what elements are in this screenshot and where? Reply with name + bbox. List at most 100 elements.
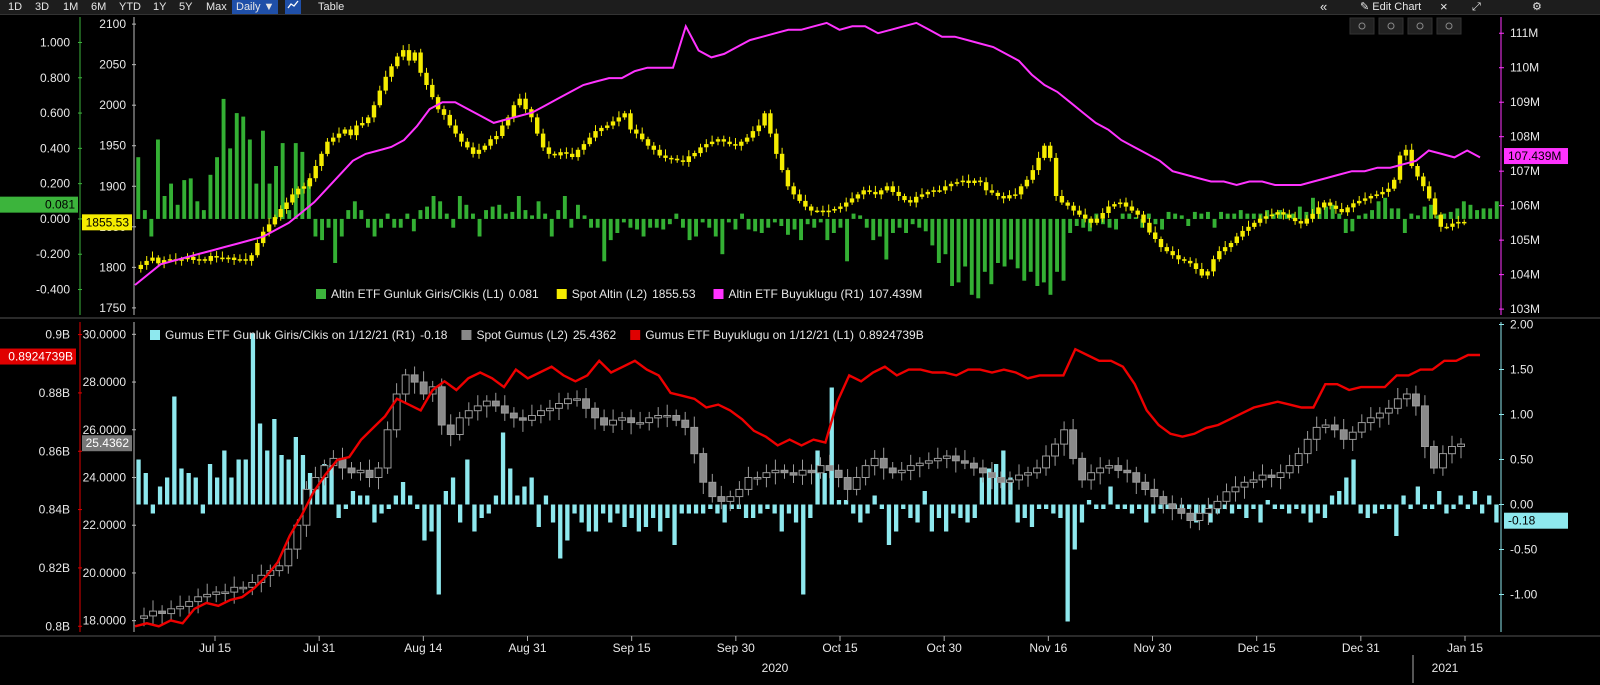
range-1y-button[interactable]: 1Y	[153, 1, 167, 13]
silver-price-candle	[537, 410, 545, 417]
legend-swatch	[556, 289, 567, 299]
silver-flow-bar	[136, 459, 141, 505]
range-ytd-button[interactable]: YTD	[119, 1, 141, 13]
gold-price-candle	[150, 257, 155, 261]
silver-flow-bar	[372, 504, 377, 523]
silver-price-candle	[915, 462, 924, 467]
gold-flow-bar	[1061, 218, 1066, 281]
gold-price-candle	[645, 139, 651, 146]
silver-flow-bar	[1029, 504, 1035, 527]
edit-chart-button[interactable]: ✎ Edit Chart	[1360, 1, 1422, 13]
gold-flow-bar	[1028, 218, 1033, 272]
gold-price-candle	[196, 259, 202, 261]
p1-R1-tick-label: -1.00	[1510, 588, 1538, 602]
range-1m-button[interactable]: 1M	[63, 1, 79, 13]
gold-flow-bar	[1192, 211, 1197, 219]
silver-price-candle	[555, 403, 563, 409]
legend-series-name: Altin ETF Buyuklugu (R1)	[729, 287, 864, 301]
silver-flow-bar	[379, 504, 384, 514]
gold-flow-bar	[1455, 208, 1460, 219]
crosshair-icon[interactable]	[1349, 17, 1375, 35]
gold-flow-bar	[1311, 197, 1315, 219]
gold-price-candle	[628, 113, 633, 130]
zoom-icon[interactable]	[1436, 17, 1462, 35]
silver-flow-bar	[1351, 459, 1356, 505]
silver-flow-bar	[829, 387, 834, 505]
range-6m-button[interactable]: 6M	[91, 1, 107, 13]
save-icon[interactable]	[1407, 17, 1433, 35]
silver-flow-bar	[779, 504, 784, 532]
silver-flow-bar	[536, 504, 541, 527]
legend-series-value: 25.4362	[573, 328, 617, 342]
gold-price-candle	[1392, 179, 1397, 189]
gold-price-candle	[535, 117, 540, 134]
gold-flow-bar	[1389, 208, 1394, 219]
save-icon-glyph	[1416, 22, 1424, 30]
settings-icon[interactable]: ⚙	[1532, 1, 1542, 13]
gold-flow-bar	[516, 196, 521, 219]
silver-flow-bar	[436, 504, 441, 595]
silver-flow-bar	[922, 491, 927, 505]
gold-flow-bar	[162, 196, 167, 219]
gold-price-candle	[517, 98, 522, 106]
x-tick-label: Oct 30	[926, 641, 962, 655]
gold-price-candle	[1088, 218, 1094, 223]
gold-flow-bar	[425, 206, 429, 219]
table-button[interactable]: Table	[318, 1, 345, 13]
expand-icon[interactable]: ⤢	[1472, 1, 1481, 13]
gold-flow-bar	[950, 218, 954, 286]
gold-price-candle	[459, 133, 464, 142]
gold-price-candle	[156, 257, 161, 264]
range-5y-button[interactable]: 5Y	[179, 1, 193, 13]
gold-price-candle	[1211, 259, 1216, 272]
silver-flow-bar	[1451, 504, 1456, 509]
legend-swatch	[461, 330, 472, 340]
silver-price-candle	[564, 398, 572, 405]
gold-flow-bar	[1186, 218, 1191, 226]
silver-price-candle	[1186, 512, 1195, 521]
silver-flow-bar	[1401, 495, 1406, 505]
line-chart-icon[interactable]	[285, 0, 301, 14]
gold-price-candle	[1234, 236, 1239, 243]
silver-flow-bar	[207, 464, 213, 505]
silver-price-candle	[518, 417, 527, 421]
silver-flow-bar	[1151, 504, 1156, 514]
silver-flow-bar	[1201, 504, 1206, 514]
p0-L2-tick-label: 1950	[99, 139, 126, 153]
silver-price-candle	[1096, 467, 1105, 474]
collapse-icon[interactable]: «	[1320, 0, 1328, 14]
gold-flow-bar	[1350, 218, 1355, 232]
silver-price-candle	[149, 610, 158, 617]
close-icon[interactable]: ×	[1440, 0, 1448, 14]
frequency-dropdown[interactable]: Daily ▼	[232, 0, 279, 14]
gold-price-candle	[465, 141, 470, 148]
gold-price-candle	[575, 149, 581, 158]
x-year-label: 2020	[762, 661, 789, 675]
silver-flow-bar	[472, 504, 477, 532]
range-3d-button[interactable]: 3D	[35, 1, 50, 13]
gold-flow-bar	[1022, 218, 1027, 281]
range-max-button[interactable]: Max	[206, 1, 227, 13]
gold-price-candle	[1205, 271, 1210, 276]
gold-flow-bar	[799, 218, 803, 241]
gold-price-candle	[855, 194, 861, 199]
gold-price-candle	[1257, 218, 1263, 223]
silver-flow-bar	[686, 504, 691, 514]
gold-price-candle	[1287, 214, 1292, 218]
gold-flow-bar	[818, 218, 823, 223]
gold-flow-bar	[831, 218, 836, 233]
pencil-icon[interactable]	[1378, 17, 1404, 35]
gold-flow-bar	[1120, 213, 1125, 219]
p1-R1-tick-label: 0.50	[1510, 453, 1534, 467]
silver-price-candle	[1357, 422, 1366, 433]
silver-price-candle	[1105, 465, 1114, 469]
silver-price-candle	[275, 565, 284, 572]
gold-price-candle	[1362, 198, 1368, 201]
silver-price-candle	[1339, 429, 1348, 440]
gold-price-candle	[715, 139, 721, 142]
silver-flow-bar	[658, 504, 663, 532]
silver-price-candle	[573, 398, 581, 401]
silver-flow-bar	[1308, 504, 1313, 523]
range-1d-button[interactable]: 1D	[8, 1, 23, 13]
gold-price-candle	[325, 141, 330, 154]
